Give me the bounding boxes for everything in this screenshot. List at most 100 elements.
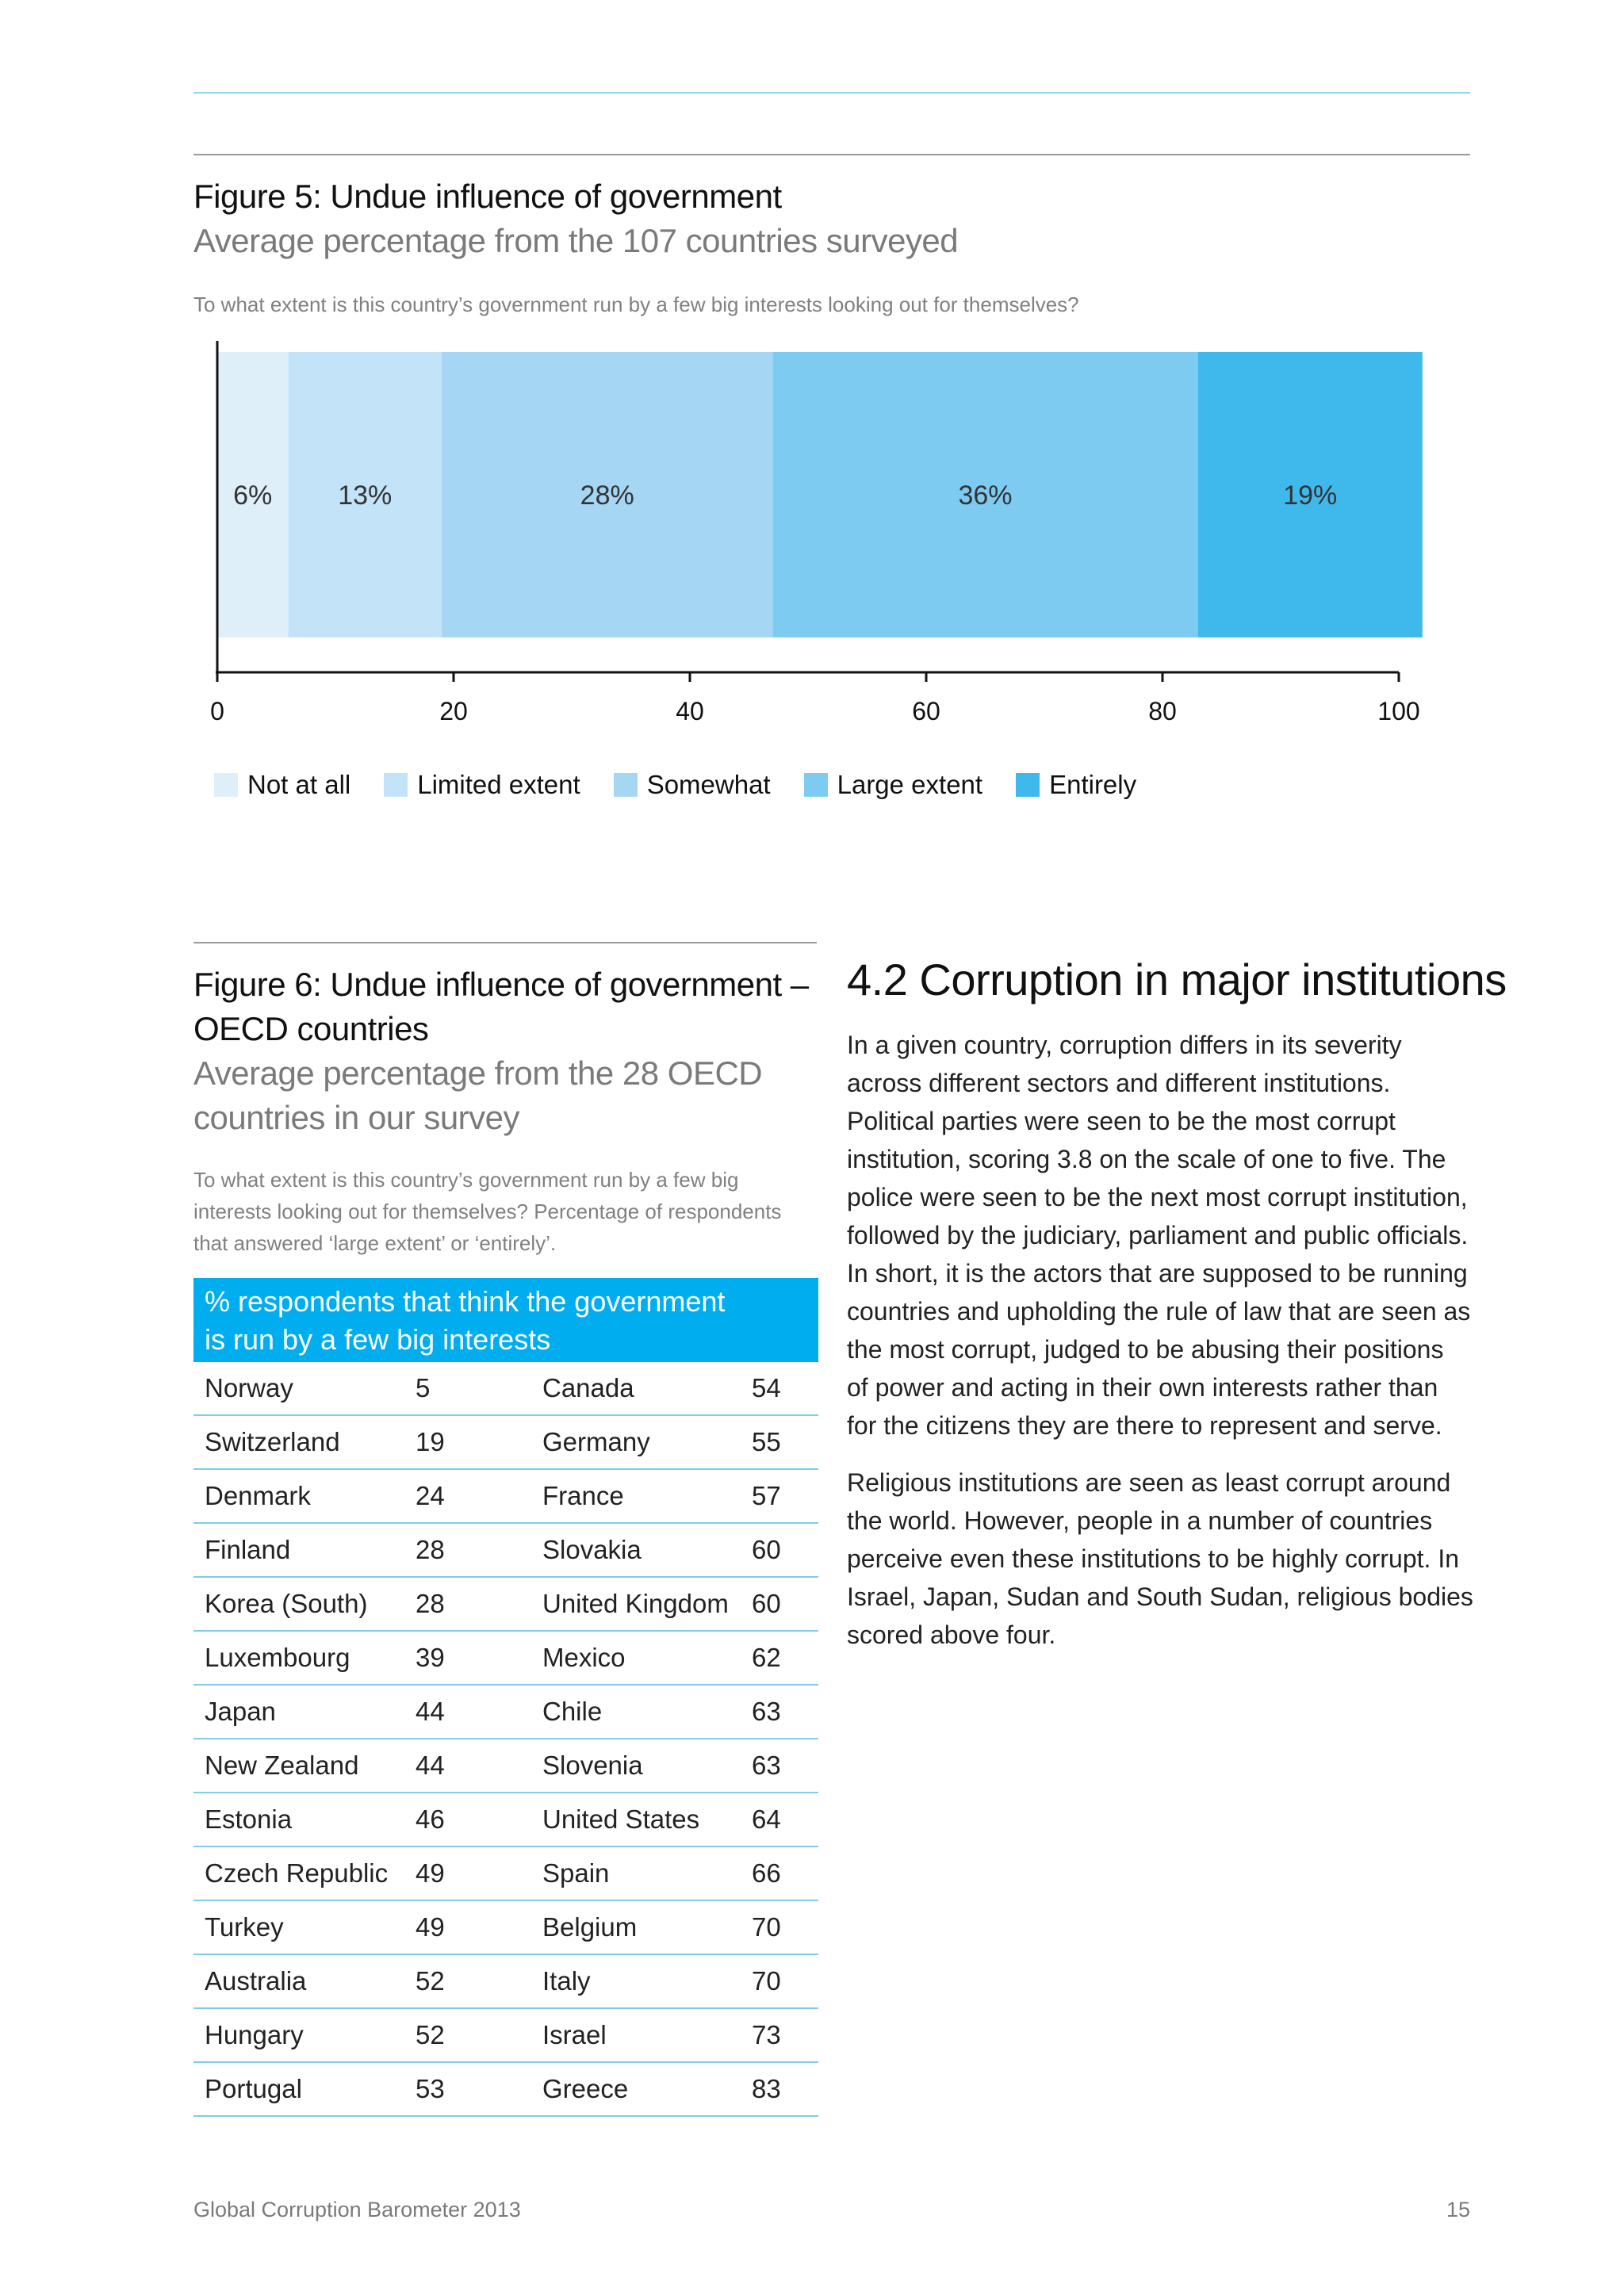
- paragraph-line: of power and acting in their own interes…: [847, 1373, 1438, 1402]
- figure6-subtitle-line2: countries in our survey: [193, 1099, 520, 1136]
- paragraph-line: In short, it is the actors that are supp…: [847, 1259, 1468, 1288]
- bar-label-large-extent: 36%: [958, 480, 1012, 511]
- value-left: 53: [416, 2074, 445, 2103]
- paragraph-line: perceive even these institutions to be h…: [847, 1544, 1459, 1573]
- table-row: Japan 44 Chile 63: [193, 1686, 818, 1739]
- country-right: Germany: [542, 1427, 650, 1456]
- legend-swatch: [1016, 773, 1040, 797]
- footer-publication: Global Corruption Barometer 2013: [193, 2198, 521, 2221]
- country-left: Korea (South): [205, 1589, 368, 1618]
- value-left: 49: [416, 1912, 445, 1942]
- value-right: 73: [752, 2020, 781, 2049]
- bar-label-somewhat: 28%: [580, 480, 634, 511]
- figure5-subtitle: Average percentage from the 107 countrie…: [193, 222, 959, 259]
- table-row: Korea (South) 28 United Kingdom 60: [193, 1578, 818, 1632]
- country-right: France: [542, 1481, 624, 1510]
- country-right: United States: [542, 1804, 700, 1834]
- x-tick-label-100: 100: [1377, 697, 1419, 725]
- x-tick-label-40: 40: [676, 697, 704, 725]
- value-right: 54: [752, 1373, 781, 1402]
- legend-label: Somewhat: [646, 770, 771, 799]
- value-left: 19: [416, 1427, 445, 1456]
- paragraph-line: In a given country, corruption differs i…: [847, 1031, 1402, 1059]
- value-right: 62: [752, 1643, 781, 1672]
- country-left: Switzerland: [205, 1427, 340, 1456]
- table-row: Czech Republic 49 Spain 66: [193, 1847, 818, 1901]
- value-left: 44: [416, 1751, 445, 1780]
- table-row: Finland 28 Slovakia 60: [193, 1524, 818, 1578]
- table-row: Portugal 53 Greece 83: [193, 2063, 818, 2117]
- paragraph-line: institution, scoring 3.8 on the scale of…: [847, 1145, 1446, 1173]
- section-paragraph-1: In a given country, corruption differs i…: [847, 1026, 1481, 1445]
- figure6-question-line2: interests looking out for themselves? Pe…: [193, 1200, 782, 1223]
- value-left: 46: [416, 1804, 445, 1834]
- figure5-stacked-bar-chart: 6% 13% 28% 36% 19% 0 20 40 60 80 100: [210, 341, 1423, 725]
- country-left: New Zealand: [205, 1751, 359, 1780]
- bar-segment-limited-extent: [288, 352, 442, 637]
- x-tick-label-60: 60: [912, 697, 940, 725]
- legend-label: Limited extent: [417, 770, 580, 799]
- paragraph-line: for the citizens they are there to repre…: [847, 1411, 1442, 1440]
- table-row: Australia 52 Italy 70: [193, 1955, 818, 2009]
- value-right: 70: [752, 1912, 781, 1942]
- country-right: Belgium: [542, 1912, 638, 1942]
- country-left: Norway: [205, 1373, 293, 1402]
- country-right: United Kingdom: [542, 1589, 729, 1618]
- value-right: 83: [752, 2074, 781, 2103]
- figure6-question-line3: that answered ‘large extent’ or ‘entirel…: [193, 1231, 557, 1255]
- table-row: Turkey 49 Belgium 70: [193, 1901, 818, 1955]
- x-tick-label-80: 80: [1148, 697, 1177, 725]
- paragraph-line: Political parties were seen to be the mo…: [847, 1107, 1396, 1135]
- table-row: Hungary 52 Israel 73: [193, 2009, 818, 2063]
- paragraph-line: followed by the judiciary, parliament an…: [847, 1221, 1469, 1249]
- section-paragraph-2: Religious institutions are seen as least…: [847, 1464, 1481, 1654]
- legend-swatch: [613, 773, 638, 797]
- oecd-table-body: Norway 5 Canada 54 Switzerland 19 Germany 55 Den…: [193, 1362, 818, 2117]
- value-left: 39: [416, 1643, 445, 1672]
- country-left: Japan: [205, 1697, 276, 1726]
- value-left: 52: [416, 2020, 445, 2049]
- section-heading: 4.2 Corruption in major institutions: [847, 955, 1507, 1004]
- legend-item-entirely: Entirely: [1016, 770, 1136, 800]
- country-right: Mexico: [542, 1643, 626, 1672]
- country-left: Czech Republic: [205, 1858, 389, 1888]
- value-right: 63: [752, 1751, 781, 1780]
- oecd-table-header: % respondents that think the government …: [193, 1278, 818, 1362]
- bar-label-entirely: 19%: [1283, 480, 1337, 511]
- table-row: Denmark 24 France 57: [193, 1470, 818, 1524]
- x-tick-label-0: 0: [210, 697, 224, 725]
- country-left: Australia: [205, 1966, 307, 1996]
- country-left: Finland: [205, 1535, 291, 1564]
- legend-label: Large extent: [837, 770, 983, 799]
- value-right: 60: [752, 1589, 781, 1618]
- paragraph-line: Religious institutions are seen as least…: [847, 1468, 1451, 1497]
- bar-label-limited-extent: 13%: [338, 480, 392, 511]
- value-right: 55: [752, 1427, 781, 1456]
- table-row: Switzerland 19 Germany 55: [193, 1416, 818, 1470]
- country-left: Turkey: [205, 1912, 284, 1942]
- legend-label: Not at all: [247, 770, 351, 799]
- legend-item-limited-extent: Limited extent: [384, 770, 580, 800]
- value-right: 60: [752, 1535, 781, 1564]
- value-left: 24: [416, 1481, 445, 1510]
- paragraph-line: countries and upholding the rule of law …: [847, 1297, 1471, 1326]
- paragraph-line: the most corrupt, judged to be abusing t…: [847, 1335, 1444, 1364]
- legend-swatch: [214, 773, 238, 797]
- value-left: 52: [416, 1966, 445, 1996]
- section-rule: [193, 154, 1470, 155]
- figure5-legend: Not at all Limited extent Somewhat Large ex…: [214, 766, 1170, 804]
- value-left: 28: [416, 1589, 445, 1618]
- country-right: Israel: [542, 2020, 607, 2049]
- figure5-title: Figure 5: Undue influence of government: [193, 178, 782, 215]
- country-left: Hungary: [205, 2020, 304, 2049]
- value-left: 28: [416, 1535, 445, 1564]
- bar-segment-somewhat: [442, 352, 773, 637]
- bar-label-not-at-all: 6%: [233, 480, 272, 511]
- bar-segment-entirely: [1197, 352, 1423, 637]
- footer-page-number: 15: [1446, 2198, 1470, 2221]
- country-right: Spain: [542, 1858, 610, 1888]
- paragraph-line: the world. However, people in a number o…: [847, 1506, 1433, 1535]
- country-right: Italy: [542, 1966, 591, 1996]
- country-right: Chile: [542, 1697, 603, 1726]
- legend-item-large-extent: Large extent: [803, 770, 983, 800]
